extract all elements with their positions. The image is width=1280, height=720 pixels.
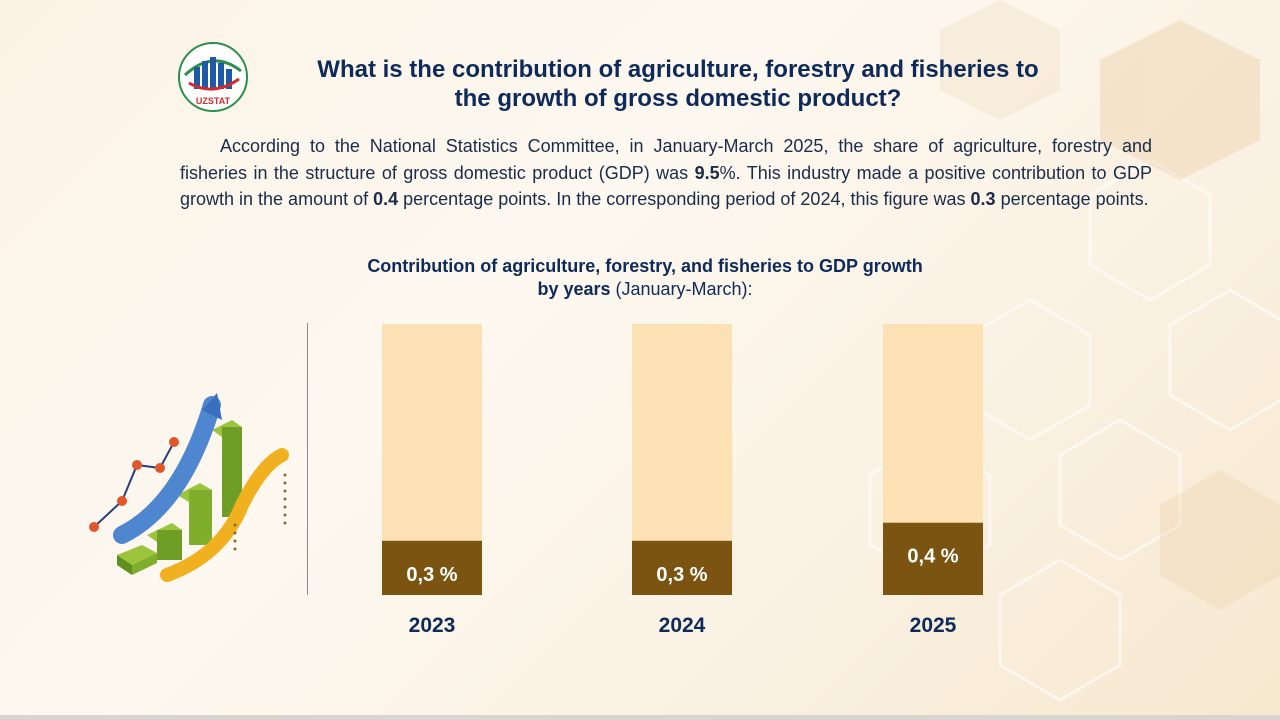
category-label-2025: 2025 xyxy=(910,614,957,637)
chart-divider xyxy=(307,323,308,595)
para-text-3: percentage points. In the corresponding … xyxy=(398,189,971,209)
growth-chart-illustration xyxy=(89,393,289,582)
title-line-2: the growth of gross domestic product? xyxy=(454,85,902,112)
contribution-2025-value: 0.4 xyxy=(373,189,399,209)
title-line-1: What is the contribution of agriculture,… xyxy=(317,56,1039,83)
bar-value-label-2023: 0,3 % xyxy=(406,564,457,586)
chart-title-bold: by years xyxy=(537,279,611,299)
gdp-share-value: 9.5 xyxy=(694,162,720,183)
bar-value-label-2024: 0,3 % xyxy=(656,564,707,586)
chart-title-normal: (January-March): xyxy=(610,279,753,299)
para-text-2: %. This industry made a positive contrib… xyxy=(180,162,1152,210)
page-title: What is the contribution of agriculture,… xyxy=(262,55,1094,113)
chart-title: Contribution of agriculture, forestry, a… xyxy=(290,255,1000,301)
uzstat-logo: UZSTAT xyxy=(178,42,248,112)
category-label-2024: 2024 xyxy=(659,614,706,637)
bar-2025 xyxy=(883,522,983,595)
bar-2024 xyxy=(632,540,732,595)
chart-title-line-1: Contribution of agriculture, forestry, a… xyxy=(367,256,923,276)
contribution-2024-value: 0.3 xyxy=(970,189,996,209)
para-text-1: According to the National Statistics Com… xyxy=(180,136,1152,183)
description-paragraph: According to the National Statistics Com… xyxy=(180,133,1152,213)
category-label-2023: 2023 xyxy=(409,614,456,637)
logo-text: UZSTAT xyxy=(196,96,231,106)
bar-value-label-2025: 0,4 % xyxy=(907,546,958,568)
bottom-bar xyxy=(0,715,1280,720)
para-text-4: percentage points. xyxy=(995,189,1149,209)
bar-2023 xyxy=(382,540,482,595)
